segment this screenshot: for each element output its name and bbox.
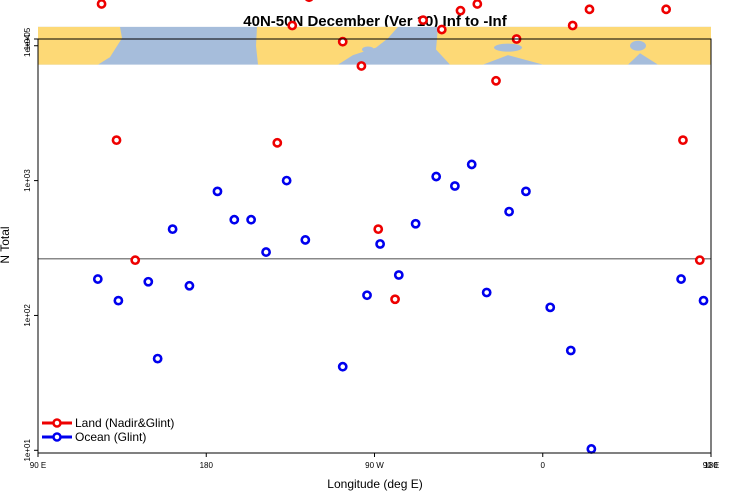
legend: Land (Nadir&Glint) Ocean (Glint) — [42, 416, 174, 444]
y-tick-label-1: 1e+01 — [23, 439, 32, 462]
map-land-2 — [256, 26, 398, 65]
map-sea-2 — [630, 40, 646, 51]
land-point-12 — [356, 61, 367, 71]
land-point-6 — [130, 255, 141, 266]
legend-ocean-marker — [52, 432, 62, 442]
ocean-point-7 — [212, 186, 223, 197]
y-tick-label-2: 1e+02 — [23, 304, 32, 327]
ocean-point-17 — [410, 218, 421, 229]
x-tick-label-4: 0 — [541, 461, 546, 470]
data-points — [92, 0, 709, 454]
ocean-point-21 — [481, 287, 492, 298]
land-point-5 — [111, 135, 122, 146]
land-point-19 — [491, 75, 501, 86]
land-point-23 — [567, 20, 578, 31]
land-point-18 — [472, 0, 483, 9]
ocean-point-25 — [565, 345, 576, 356]
x-tick-label-3: 90 W — [365, 461, 384, 470]
land-point-29 — [678, 135, 688, 146]
legend-land-label: Land (Nadir&Glint) — [75, 416, 174, 430]
ocean-point-14 — [362, 290, 372, 301]
ocean-point-24 — [545, 302, 556, 313]
ocean-point-9 — [246, 214, 257, 225]
plot-frame — [37, 38, 712, 454]
ocean-point-18 — [431, 171, 442, 182]
map-land-1 — [38, 26, 122, 65]
land-point-4 — [96, 0, 107, 9]
legend-land-marker — [52, 418, 62, 428]
ocean-point-16 — [393, 270, 404, 280]
ocean-point-4 — [152, 353, 163, 364]
y-axis-label: N Total — [0, 226, 12, 263]
ocean-point-2 — [113, 295, 124, 306]
x-tick-label-2: 180 — [200, 461, 214, 470]
x-tick-label-1: 90 E — [30, 461, 46, 470]
land-point-8 — [287, 20, 298, 31]
y-tick-label-5: 1e+05 — [23, 27, 32, 50]
ocean-point-13 — [337, 361, 348, 372]
map-band — [38, 26, 711, 65]
map-land-3 — [436, 26, 711, 65]
land-point-24 — [584, 4, 595, 15]
land-point-15 — [418, 15, 429, 26]
land-point-9 — [305, 0, 314, 3]
ocean-point-3 — [143, 276, 154, 287]
x-axis-label: Longitude (deg E) — [327, 477, 422, 491]
x-tick-label-6: 180 — [704, 461, 718, 470]
ocean-point-10 — [261, 247, 271, 257]
land-point-28 — [661, 4, 672, 15]
ocean-point-23 — [521, 186, 531, 197]
y-tick-label-4: 1e+04 — [23, 34, 32, 57]
land-point-13 — [373, 224, 384, 235]
x-tick-label-5: 90 E — [703, 461, 719, 470]
land-point-16 — [436, 24, 447, 35]
map-sea-1 — [494, 43, 522, 52]
legend-ocean-label: Ocean (Glint) — [75, 430, 146, 444]
land-point-11 — [337, 36, 348, 47]
ocean-point-15 — [375, 239, 386, 249]
land-point-7 — [272, 137, 283, 148]
ocean-point-8 — [229, 214, 240, 225]
ocean-point-12 — [300, 235, 311, 245]
map-sea-3 — [362, 46, 374, 53]
ocean-point-28 — [698, 295, 709, 306]
ocean-point-5 — [167, 224, 178, 235]
ocean-point-11 — [281, 175, 292, 186]
ocean-point-6 — [184, 280, 195, 291]
ocean-point-1 — [92, 274, 103, 284]
land-point-14 — [390, 294, 400, 305]
land-point-17 — [455, 5, 466, 16]
ocean-point-19 — [449, 181, 460, 191]
ocean-point-22 — [504, 206, 514, 217]
ocean-point-27 — [676, 274, 686, 284]
land-point-30 — [694, 255, 705, 266]
ocean-point-26 — [586, 444, 597, 454]
y-tick-label-3: 1e+03 — [23, 169, 32, 192]
ocean-point-20 — [466, 159, 477, 170]
